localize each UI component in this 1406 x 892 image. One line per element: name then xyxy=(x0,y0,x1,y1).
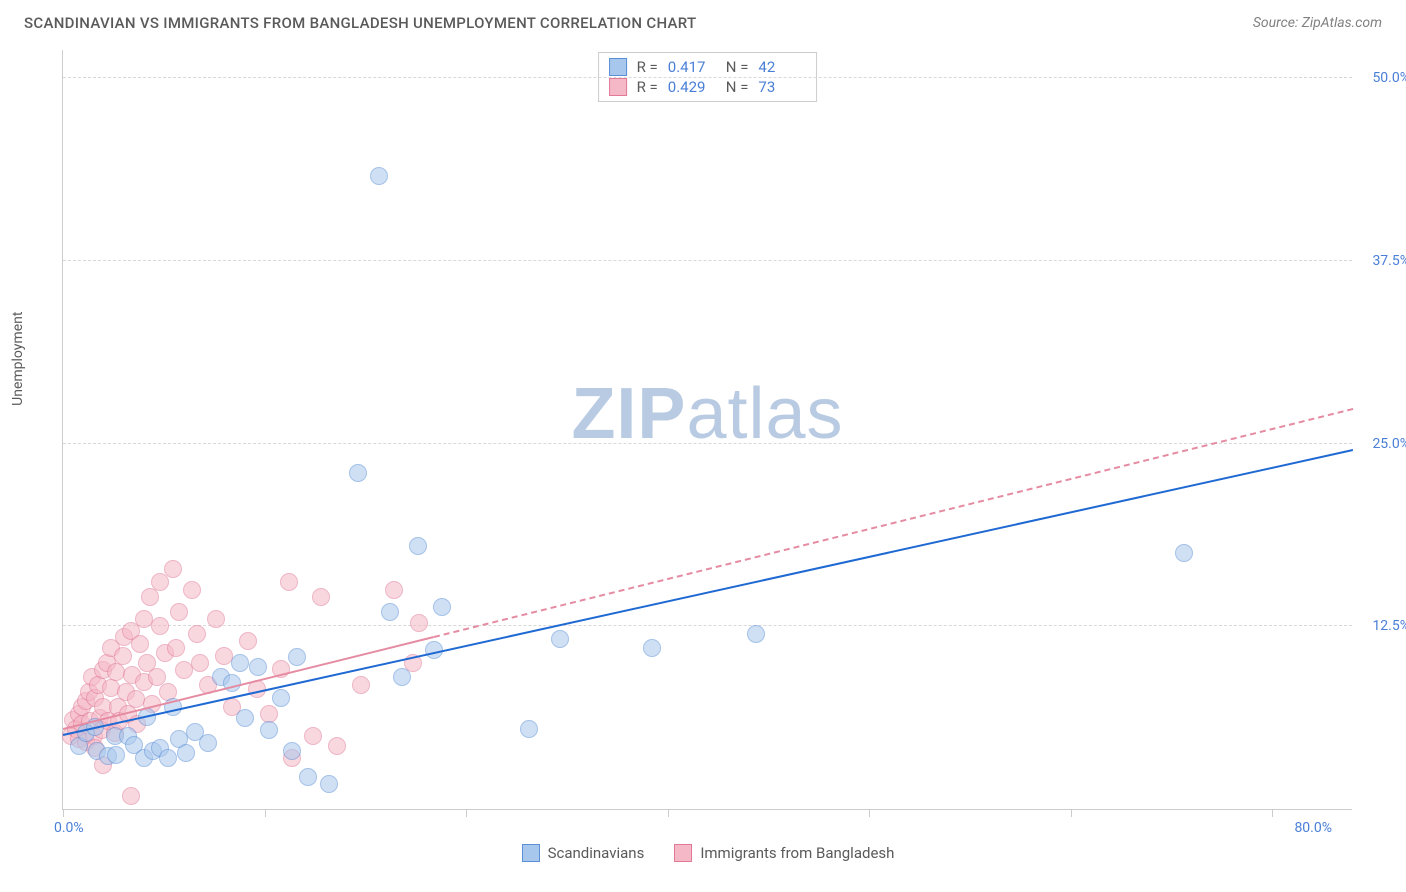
gridline xyxy=(63,260,1352,261)
legend-label: Scandinavians xyxy=(548,844,645,862)
x-tick xyxy=(869,809,870,817)
data-point xyxy=(199,734,217,752)
x-tick xyxy=(265,809,266,817)
legend-swatch xyxy=(522,844,540,862)
y-tick-label: 50.0% xyxy=(1372,70,1406,86)
x-max-label: 80.0% xyxy=(1294,820,1332,836)
x-origin-label: 0.0% xyxy=(54,820,84,836)
data-point xyxy=(114,647,132,665)
chart-source: Source: ZipAtlas.com xyxy=(1253,15,1382,31)
x-tick xyxy=(63,809,64,817)
stat-r-label: R = xyxy=(637,78,658,96)
stat-n-value: 73 xyxy=(758,78,806,96)
data-point xyxy=(183,581,201,599)
data-point xyxy=(239,632,257,650)
data-point xyxy=(159,749,177,767)
data-point xyxy=(107,663,125,681)
data-point xyxy=(304,727,322,745)
trend-line xyxy=(63,449,1353,736)
data-point xyxy=(177,744,195,762)
data-point xyxy=(409,537,427,555)
data-point xyxy=(236,709,254,727)
data-point xyxy=(131,635,149,653)
data-point xyxy=(283,742,301,760)
data-point xyxy=(370,167,388,185)
data-point xyxy=(249,658,267,676)
stat-row: R = 0.417 N = 42 xyxy=(609,57,807,77)
data-point xyxy=(167,639,185,657)
gridline xyxy=(63,77,1352,78)
plot-area: ZIPatlas R =0.417N =42R =0.429N =73 12.5… xyxy=(62,50,1352,810)
data-point xyxy=(170,603,188,621)
data-point xyxy=(164,560,182,578)
data-point xyxy=(747,625,765,643)
data-point xyxy=(107,746,125,764)
stat-row: R = 0.429 N = 73 xyxy=(609,77,807,97)
y-tick-label: 37.5% xyxy=(1372,253,1406,269)
stat-r-value: 0.429 xyxy=(668,78,716,96)
data-point xyxy=(191,654,209,672)
gridline xyxy=(63,443,1352,444)
legend-swatch xyxy=(674,844,692,862)
y-tick-label: 25.0% xyxy=(1372,436,1406,452)
data-point xyxy=(643,639,661,657)
legend-swatch xyxy=(609,78,627,96)
chart-header: SCANDINAVIAN VS IMMIGRANTS FROM BANGLADE… xyxy=(0,0,1406,40)
legend-swatch xyxy=(609,58,627,76)
data-point xyxy=(381,603,399,621)
x-tick xyxy=(1272,809,1273,817)
data-point xyxy=(299,768,317,786)
data-point xyxy=(288,648,306,666)
data-point xyxy=(520,720,538,738)
data-point xyxy=(352,676,370,694)
gridline xyxy=(63,625,1352,626)
data-point xyxy=(551,630,569,648)
x-tick xyxy=(466,809,467,817)
data-point xyxy=(280,573,298,591)
stat-r-value: 0.417 xyxy=(668,58,716,76)
data-point xyxy=(433,598,451,616)
data-point xyxy=(349,464,367,482)
bottom-legend: Scandinavians Immigrants from Bangladesh xyxy=(48,844,1368,862)
legend-label: Immigrants from Bangladesh xyxy=(700,844,894,862)
stat-n-label: N = xyxy=(726,78,749,96)
data-point xyxy=(151,617,169,635)
chart-title: SCANDINAVIAN VS IMMIGRANTS FROM BANGLADE… xyxy=(24,14,696,32)
data-point xyxy=(272,689,290,707)
stat-n-value: 42 xyxy=(758,58,806,76)
data-point xyxy=(385,581,403,599)
data-point xyxy=(320,775,338,793)
y-tick-label: 12.5% xyxy=(1372,618,1406,634)
legend-item: Immigrants from Bangladesh xyxy=(674,844,894,862)
data-point xyxy=(188,625,206,643)
data-point xyxy=(393,668,411,686)
data-point xyxy=(231,654,249,672)
data-point xyxy=(410,614,428,632)
legend-item: Scandinavians xyxy=(522,844,645,862)
stat-n-label: N = xyxy=(726,58,749,76)
chart-container: Unemployment ZIPatlas R =0.417N =42R =0.… xyxy=(48,50,1368,840)
x-tick xyxy=(668,809,669,817)
data-point xyxy=(1175,544,1193,562)
data-point xyxy=(207,610,225,628)
data-point xyxy=(312,588,330,606)
y-axis-label: Unemployment xyxy=(10,312,26,406)
data-point xyxy=(127,690,145,708)
x-tick xyxy=(1071,809,1072,817)
data-point xyxy=(328,737,346,755)
data-point xyxy=(260,721,278,739)
stat-r-label: R = xyxy=(637,58,658,76)
data-point xyxy=(122,787,140,805)
